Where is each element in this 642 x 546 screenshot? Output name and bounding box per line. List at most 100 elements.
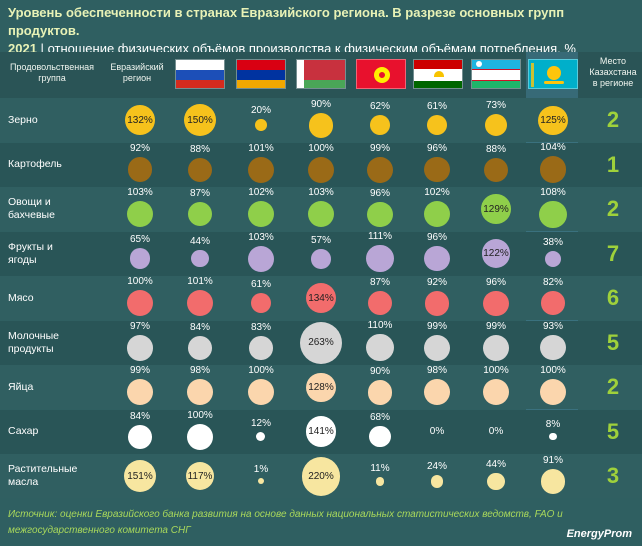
value-label: 88% (189, 143, 210, 155)
flag-armenia-icon (236, 59, 286, 89)
value-label: 92% (426, 276, 447, 288)
value-label: 99% (129, 365, 150, 377)
value-label: 38% (542, 236, 563, 248)
value-bubble (187, 379, 213, 406)
value-label: 91% (542, 454, 563, 466)
value-label: 100% (187, 409, 213, 421)
value-bubble (540, 335, 566, 361)
value-bubble (127, 157, 153, 183)
value-bubble (367, 379, 393, 405)
value-label: 73% (485, 100, 506, 112)
value-bubble (539, 200, 567, 228)
value-bubble (424, 157, 450, 183)
row-label: Овощи и бахчевые (8, 196, 55, 222)
kazakhstan-rank: 2 (606, 107, 620, 133)
value-bubble (127, 290, 153, 317)
header-rank: Место Казахстана в регионе (589, 56, 637, 88)
value-label: 99% (426, 320, 447, 332)
row-label: Сахар (8, 425, 39, 438)
row-label: Яйца (8, 380, 34, 393)
value-bubble (424, 290, 450, 316)
value-bubble (426, 115, 448, 136)
value-label: 103% (248, 231, 274, 243)
value-label: 20% (250, 105, 271, 117)
value-bubble (258, 478, 264, 485)
value-label: 100% (127, 276, 153, 288)
value-bubble (247, 245, 275, 272)
value-bubble (367, 156, 393, 183)
value-bubble: 134% (305, 283, 337, 314)
value-label: 100% (540, 365, 566, 377)
value-bubble (549, 433, 557, 441)
value-bubble (247, 201, 275, 228)
value-bubble: 129% (481, 194, 511, 224)
value-bubble (430, 474, 444, 488)
value-bubble (424, 334, 450, 361)
kazakhstan-rank: 3 (606, 463, 620, 489)
value-bubble: 151% (124, 460, 156, 493)
value-bubble (256, 432, 266, 442)
value-bubble (128, 424, 152, 449)
value-bubble (369, 426, 391, 448)
value-bubble (424, 246, 450, 272)
row-label: Растительные масла (8, 463, 78, 489)
value-bubble: 150% (184, 104, 216, 137)
value-label: 84% (189, 321, 210, 333)
value-label: 103% (127, 187, 153, 199)
value-bubble: 125% (538, 105, 568, 135)
value-label: 100% (483, 365, 509, 377)
value-bubble (366, 334, 394, 362)
flag-russia-icon (175, 59, 225, 89)
source-note: Источник: оценки Евразийского банка разв… (8, 509, 563, 536)
value-bubble: 132% (125, 105, 155, 136)
value-bubble (367, 291, 393, 316)
value-label: 100% (308, 142, 334, 154)
value-bubble (186, 290, 214, 317)
value-label: 87% (189, 188, 210, 200)
value-bubble: 122% (481, 239, 511, 269)
chart-title: Уровень обеспеченности в странах Евразий… (8, 5, 576, 56)
value-bubble (187, 157, 213, 182)
value-label: 87% (369, 277, 390, 289)
value-bubble (369, 115, 391, 136)
value-bubble (540, 379, 566, 406)
value-label: 12% (250, 418, 271, 430)
value-label: 99% (369, 142, 390, 154)
value-label: 44% (485, 458, 506, 470)
row-label: Мясо (8, 291, 34, 304)
value-bubble (540, 468, 566, 494)
value-bubble (307, 201, 335, 228)
flag-tajikistan-icon (413, 59, 463, 89)
row-label: Фрукты и ягоды (8, 240, 53, 266)
value-bubble (187, 423, 213, 450)
value-bubble (308, 156, 334, 183)
value-label: 103% (308, 187, 334, 199)
kazakhstan-rank: 5 (606, 329, 620, 355)
value-label: 83% (250, 321, 271, 333)
value-bubble (191, 250, 209, 268)
value-bubble (544, 250, 561, 267)
value-label: 65% (129, 234, 150, 246)
value-bubble (188, 335, 212, 360)
value-label: 24% (426, 460, 447, 472)
value-label: 96% (369, 187, 390, 199)
value-label: 90% (369, 365, 390, 377)
value-bubble (541, 291, 565, 315)
value-label: 101% (248, 142, 274, 154)
value-label: 102% (424, 187, 450, 199)
value-bubble (483, 290, 509, 316)
kazakhstan-rank: 5 (606, 418, 620, 444)
value-bubble (423, 201, 451, 228)
value-label: 96% (485, 276, 506, 288)
flag-kazakhstan-icon (528, 59, 578, 89)
value-label: 93% (542, 321, 563, 333)
value-bubble (308, 112, 334, 138)
value-bubble (250, 293, 272, 314)
value-label: 62% (369, 101, 390, 112)
value-bubble (311, 248, 331, 269)
value-label: 61% (250, 279, 271, 291)
value-label: 11% (370, 462, 390, 474)
row-label: Картофель (8, 158, 62, 171)
value-label: 8% (545, 419, 561, 431)
value-bubble (255, 119, 267, 132)
